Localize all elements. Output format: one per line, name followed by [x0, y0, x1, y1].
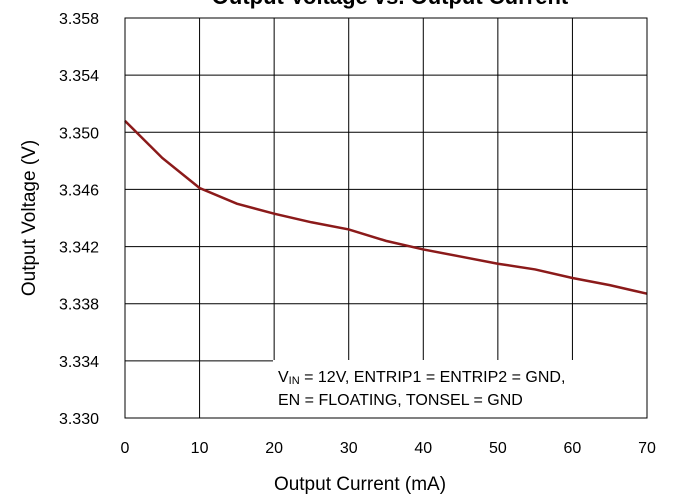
x-tick-label: 70 — [638, 440, 656, 457]
x-tick-label: 40 — [414, 440, 432, 457]
annotation-box — [273, 360, 647, 418]
plot-frame — [124, 17, 648, 419]
annotation-part: IN — [289, 375, 300, 387]
annotation: VIN = 12V, ENTRIP1 = ENTRIP2 = GND, EN = … — [273, 360, 647, 418]
x-tick-label: 60 — [564, 440, 582, 457]
x-tick-label: 0 — [121, 440, 130, 457]
y-tick-label: 3.358 — [59, 11, 99, 28]
annotation-part: EN = FLOATING, TONSEL = GND — [278, 392, 523, 409]
chart-title: Output Voltage vs. Output Current — [212, 0, 569, 9]
annotation-part: = 12V, ENTRIP1 = ENTRIP2 = GND, — [300, 369, 566, 386]
x-tick-label: 20 — [265, 440, 283, 457]
x-tick-label: 10 — [191, 440, 209, 457]
y-tick-label: 3.346 — [59, 182, 99, 199]
annotation-text: EN = FLOATING, TONSEL = GND — [278, 392, 523, 409]
annotation-text: VIN = 12V, ENTRIP1 = ENTRIP2 = GND, — [278, 369, 565, 387]
y-tick-label: 3.354 — [59, 68, 99, 85]
data-line — [124, 119, 648, 295]
y-tick-label: 3.330 — [59, 411, 99, 428]
annotation-part: V — [278, 369, 289, 386]
x-axis-label: Output Current (mA) — [274, 474, 446, 495]
y-tick-label: 3.338 — [59, 297, 99, 314]
y-tick-label: 3.350 — [59, 125, 99, 142]
y-tick-label: 3.334 — [59, 354, 99, 371]
x-tick-label: 50 — [489, 440, 507, 457]
y-tick-label: 3.342 — [59, 240, 99, 257]
y-axis-label: Output Voltage (V) — [19, 140, 40, 296]
x-tick-label: 30 — [340, 440, 358, 457]
